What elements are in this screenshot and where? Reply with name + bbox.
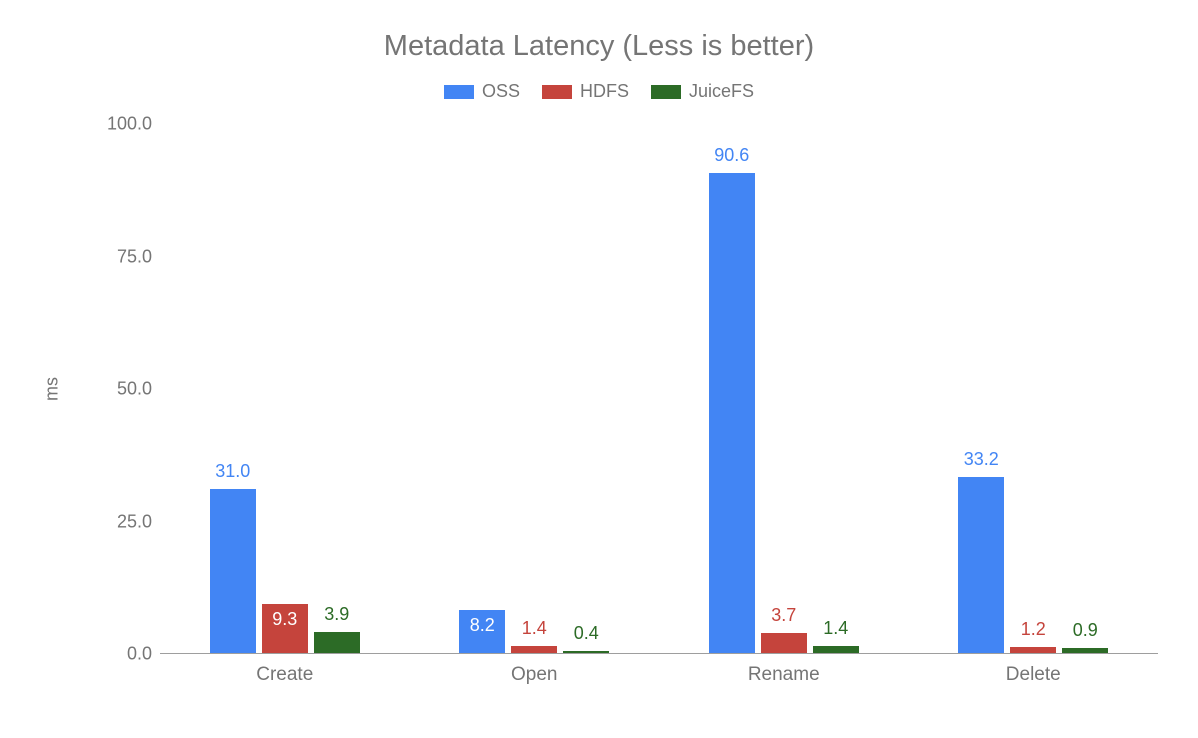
chart-title: Metadata Latency (Less is better)	[40, 30, 1158, 63]
bar-label-delete-juicefs: 0.9	[1073, 620, 1098, 641]
bar-delete-oss: 33.2	[958, 477, 1004, 653]
y-tick-0: 0.0	[127, 644, 152, 665]
bar-rect-create-juicefs	[314, 632, 360, 653]
group-open: 8.2 1.4 0.4	[410, 124, 660, 653]
legend-swatch-juicefs	[651, 85, 681, 99]
bar-open-oss: 8.2	[459, 610, 505, 653]
y-ticks: 0.0 25.0 50.0 75.0 100.0	[100, 124, 160, 654]
bar-rect-delete-oss	[958, 477, 1004, 653]
bar-label-create-oss: 31.0	[215, 461, 250, 482]
bar-label-create-hdfs: 9.3	[272, 609, 297, 630]
bar-label-open-hdfs: 1.4	[522, 618, 547, 639]
bar-label-rename-oss: 90.6	[714, 145, 749, 166]
group-create: 31.0 9.3 3.9	[160, 124, 410, 653]
y-tick-75: 75.0	[117, 246, 152, 267]
bar-rect-rename-oss	[709, 173, 755, 653]
x-axis-labels: Create Open Rename Delete	[160, 664, 1158, 686]
bar-rect-open-hdfs	[511, 646, 557, 653]
bar-rect-rename-hdfs	[761, 633, 807, 653]
bar-label-delete-hdfs: 1.2	[1021, 619, 1046, 640]
chart-container: Metadata Latency (Less is better) OSS HD…	[0, 0, 1198, 738]
legend-label-juicefs: JuiceFS	[689, 81, 754, 102]
x-label-delete: Delete	[909, 664, 1159, 686]
bar-label-open-oss: 8.2	[470, 615, 495, 636]
legend-item-juicefs: JuiceFS	[651, 81, 754, 102]
bar-open-juicefs: 0.4	[563, 651, 609, 653]
y-tick-25: 25.0	[117, 511, 152, 532]
bar-label-create-juicefs: 3.9	[324, 604, 349, 625]
legend: OSS HDFS JuiceFS	[40, 81, 1158, 102]
plot-wrapper: ms 0.0 25.0 50.0 75.0 100.0 31.0	[40, 124, 1158, 654]
bar-rect-delete-juicefs	[1062, 648, 1108, 653]
y-tick-50: 50.0	[117, 379, 152, 400]
group-delete: 33.2 1.2 0.9	[909, 124, 1159, 653]
bar-create-juicefs: 3.9	[314, 632, 360, 653]
bar-label-open-juicefs: 0.4	[574, 623, 599, 644]
bar-create-oss: 31.0	[210, 489, 256, 653]
legend-swatch-hdfs	[542, 85, 572, 99]
bar-rename-oss: 90.6	[709, 173, 755, 653]
group-rename: 90.6 3.7 1.4	[659, 124, 909, 653]
bar-label-delete-oss: 33.2	[964, 449, 999, 470]
x-label-open: Open	[410, 664, 660, 686]
legend-item-oss: OSS	[444, 81, 520, 102]
bar-delete-hdfs: 1.2	[1010, 647, 1056, 653]
x-label-rename: Rename	[659, 664, 909, 686]
x-label-create: Create	[160, 664, 410, 686]
bar-label-rename-juicefs: 1.4	[823, 618, 848, 639]
bar-label-rename-hdfs: 3.7	[771, 605, 796, 626]
plot-inner: 0.0 25.0 50.0 75.0 100.0 31.0 9.3	[100, 124, 1158, 654]
legend-label-hdfs: HDFS	[580, 81, 629, 102]
bar-delete-juicefs: 0.9	[1062, 648, 1108, 653]
bar-groups: 31.0 9.3 3.9	[160, 124, 1158, 653]
bar-rename-juicefs: 1.4	[813, 646, 859, 653]
plot-area: 31.0 9.3 3.9	[160, 124, 1158, 654]
bar-rect-delete-hdfs	[1010, 647, 1056, 653]
bar-rename-hdfs: 3.7	[761, 633, 807, 653]
y-axis-label: ms	[42, 377, 63, 401]
y-tick-100: 100.0	[107, 114, 152, 135]
legend-label-oss: OSS	[482, 81, 520, 102]
legend-swatch-oss	[444, 85, 474, 99]
bar-rect-open-juicefs	[563, 651, 609, 653]
legend-item-hdfs: HDFS	[542, 81, 629, 102]
bar-create-hdfs: 9.3	[262, 604, 308, 653]
bar-rect-rename-juicefs	[813, 646, 859, 653]
bar-rect-create-oss	[210, 489, 256, 653]
bar-open-hdfs: 1.4	[511, 646, 557, 653]
